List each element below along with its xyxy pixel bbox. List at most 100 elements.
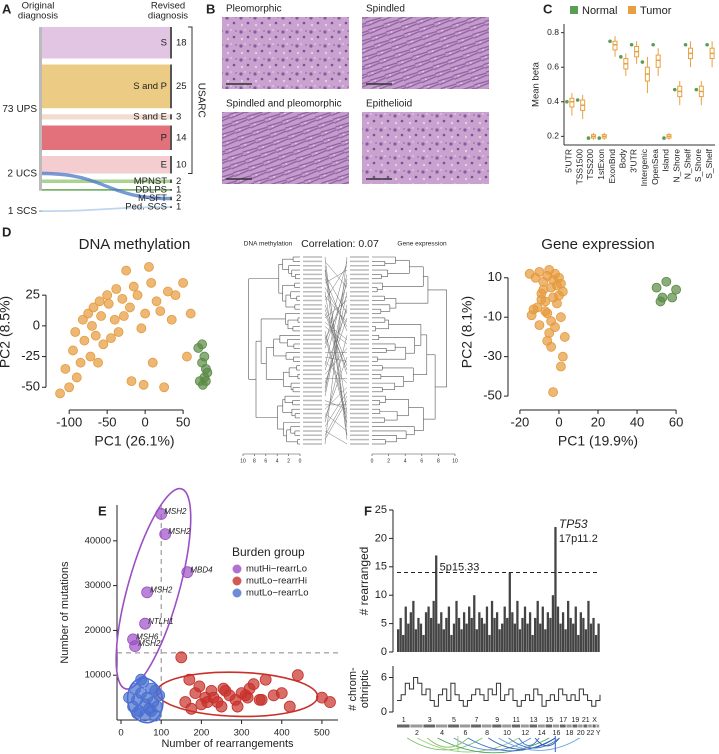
step-line (397, 677, 601, 707)
revised-label: M-SFT (138, 193, 167, 204)
group-label: USARC (195, 83, 206, 118)
point (540, 306, 551, 317)
group-bracket (188, 26, 193, 174)
chart-title: Gene expression (541, 236, 654, 253)
rearrangement-arc (437, 737, 550, 754)
box (612, 40, 618, 51)
right-title: Gene expression (397, 241, 447, 248)
tree-tick-label: 4 (404, 458, 407, 464)
y-tick-label: -50 (483, 388, 502, 403)
point (88, 302, 99, 313)
point (197, 357, 207, 368)
bar (503, 606, 506, 652)
bar (589, 623, 593, 652)
x-tick-label: TSS200 (585, 149, 595, 180)
bar (462, 612, 466, 652)
bar (577, 634, 580, 652)
bar (544, 629, 547, 652)
point (94, 296, 105, 307)
bar (445, 617, 448, 652)
chromosome-band (492, 724, 502, 728)
point (106, 333, 116, 344)
revised-label: Ped. SCS (125, 202, 167, 213)
rearrangement-arc (427, 737, 469, 748)
bar (452, 623, 456, 652)
point (64, 382, 75, 393)
chromosome-band (529, 724, 537, 728)
chromosome-band (520, 724, 529, 728)
y-tick-label: 0.4 (547, 96, 559, 106)
bar (490, 600, 494, 652)
original-node (39, 27, 42, 191)
point (125, 302, 135, 313)
x-tick-label: Island (661, 149, 671, 172)
bar (485, 606, 489, 652)
x-tick-label: Body (618, 148, 628, 168)
bar (457, 617, 461, 652)
tree-tick-label: 10 (452, 458, 458, 464)
bar (409, 612, 412, 652)
chromosome-label: 5 (452, 717, 456, 724)
point (111, 284, 122, 294)
histology-title: Pleomorphic (226, 4, 282, 15)
point (136, 323, 147, 334)
connector (324, 265, 348, 301)
x-axis-title: PC1 (19.9%) (558, 433, 638, 449)
x-axis-title: Number of rearrangements (161, 738, 294, 750)
bar (516, 600, 519, 652)
tree-tick-label: 8 (253, 458, 256, 464)
original-name: UCS (16, 168, 37, 179)
x-tick-label: 500 (314, 728, 330, 739)
bar (424, 612, 428, 652)
chromosome-band (588, 724, 592, 728)
left-title: DNA methylation (244, 241, 293, 248)
chromosome-band (435, 724, 448, 728)
point (557, 351, 568, 362)
normal-point (694, 87, 699, 92)
connector (324, 348, 348, 375)
point (129, 640, 141, 652)
bar (569, 617, 572, 652)
x-tick-label: 400 (274, 728, 290, 739)
point (155, 306, 166, 317)
column-header: Revised (151, 1, 185, 12)
rearrangement-arc (488, 737, 556, 750)
point (153, 689, 166, 702)
revised-node (170, 64, 172, 109)
point (291, 669, 304, 682)
tree-tick-label: 2 (287, 458, 290, 464)
chromosome-label: 1 (402, 717, 406, 724)
column-header: diagnosis (148, 11, 188, 22)
y-tick-label: 10 (375, 589, 387, 601)
connector (324, 356, 348, 362)
x-tick-label: 1stExon (596, 149, 606, 180)
y-axis-title: PC2 (8.5%) (0, 296, 13, 368)
tree-tick-label: 4 (276, 458, 279, 464)
point (70, 327, 81, 337)
panel-label: C (543, 1, 553, 16)
point (554, 290, 564, 301)
chromosome-label: 20 (577, 730, 585, 737)
bar (447, 606, 451, 652)
normal-point (597, 136, 602, 140)
point (146, 277, 157, 288)
x-tick-label: 0 (118, 728, 123, 739)
chart-title: DNA methylation (79, 236, 191, 253)
point (141, 586, 154, 599)
tree-tick-label: 8 (437, 458, 440, 464)
revised-label: S and P (133, 81, 167, 92)
legend-swatch (570, 6, 578, 14)
point (90, 330, 101, 341)
bar (480, 617, 484, 652)
chromosome-band (423, 724, 436, 728)
y-axis-title: PC2 (8.1%) (459, 296, 475, 368)
x-tick-label: 3'UTR (628, 149, 638, 173)
chromosome-label: 12 (521, 730, 529, 737)
revised-value: 10 (176, 159, 187, 170)
connector (324, 387, 348, 410)
x-tick-label: TSS1500 (574, 149, 584, 185)
chromosome-label: 18 (566, 730, 574, 737)
x-tick-label: ExonBnd (607, 149, 617, 184)
bar (554, 527, 557, 652)
point (219, 684, 232, 697)
